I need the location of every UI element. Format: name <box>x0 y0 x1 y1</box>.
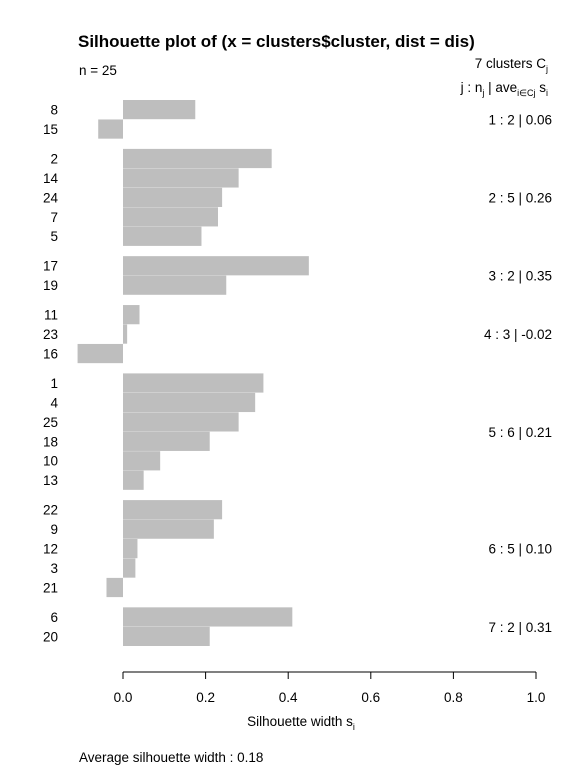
observation-label: 20 <box>43 629 58 644</box>
chart-title: Silhouette plot of (x = clusters$cluster… <box>78 32 475 51</box>
columns-header-ave-sub: i∈Cj <box>517 88 535 98</box>
observation-label: 24 <box>43 190 59 205</box>
observation-label: 15 <box>43 122 58 137</box>
observation-label: 23 <box>43 327 58 342</box>
silhouette-bar <box>98 119 123 138</box>
silhouette-bar <box>123 607 292 626</box>
silhouette-bar <box>123 276 226 295</box>
silhouette-bar <box>123 207 218 226</box>
observation-label: 3 <box>50 561 58 576</box>
observation-label: 25 <box>43 415 58 430</box>
silhouette-bar <box>78 344 123 363</box>
clusters-header-text: 7 clusters C <box>475 56 547 71</box>
silhouette-bar <box>123 432 210 451</box>
silhouette-bar <box>123 451 160 470</box>
columns-header-j: j : n <box>460 80 483 95</box>
cluster-summary: 3 : 2 | 0.35 <box>488 269 552 284</box>
observation-label: 10 <box>43 454 58 469</box>
clusters-header-sub: j <box>545 64 548 74</box>
observation-label: 17 <box>43 259 58 274</box>
cluster-summary: 7 : 2 | 0.31 <box>488 620 552 635</box>
x-axis-label-text: Silhouette width s <box>247 714 353 729</box>
observation-label: 1 <box>50 376 58 391</box>
observation-label: 9 <box>50 522 58 537</box>
silhouette-bar <box>123 168 239 187</box>
cluster-summary: 1 : 2 | 0.06 <box>488 112 552 127</box>
x-tick-label: 0.0 <box>114 690 133 705</box>
observation-label: 18 <box>43 434 58 449</box>
x-axis-label: Silhouette width si <box>247 714 355 732</box>
observation-label: 21 <box>43 580 58 595</box>
x-tick-label: 0.4 <box>279 690 298 705</box>
x-tick-label: 0.6 <box>361 690 380 705</box>
observation-label: 2 <box>50 151 58 166</box>
silhouette-bar <box>123 412 239 431</box>
silhouette-bar <box>123 500 222 519</box>
observation-label: 14 <box>43 171 59 186</box>
x-tick-label: 1.0 <box>527 690 546 705</box>
silhouette-bar <box>123 100 195 119</box>
observation-label: 4 <box>50 395 58 410</box>
columns-header-s-sub: i <box>546 88 548 98</box>
x-tick-label: 0.2 <box>196 690 215 705</box>
observation-label: 6 <box>50 610 58 625</box>
clusters-header: 7 clusters Cj <box>475 56 548 74</box>
silhouette-bar <box>123 393 255 412</box>
silhouette-bar <box>123 373 263 392</box>
silhouette-bar <box>123 325 127 344</box>
observation-label: 7 <box>50 210 58 225</box>
observation-label: 13 <box>43 473 58 488</box>
observation-label: 11 <box>44 308 58 323</box>
silhouette-bar <box>123 256 309 275</box>
silhouette-bar <box>123 471 144 490</box>
x-axis-label-sub: i <box>353 722 355 732</box>
observation-label: 8 <box>50 103 58 118</box>
observation-label: 16 <box>43 346 58 361</box>
columns-header-s: s <box>535 80 546 95</box>
silhouette-bar <box>106 578 123 597</box>
x-tick-label: 0.8 <box>444 690 463 705</box>
silhouette-bar <box>123 305 140 324</box>
observation-label: 22 <box>43 503 58 518</box>
silhouette-bar <box>123 227 201 246</box>
silhouette-bar <box>123 149 272 168</box>
observation-label: 5 <box>50 229 58 244</box>
average-silhouette-text: Average silhouette width : 0.18 <box>79 750 263 765</box>
columns-header: j : nj | avei∈Cj si <box>460 80 548 98</box>
cluster-summary: 2 : 5 | 0.26 <box>488 191 552 206</box>
x-axis: 0.0 0.2 0.4 0.6 0.8 1.0 <box>114 672 546 705</box>
silhouette-bar <box>123 558 135 577</box>
silhouette-bar <box>123 520 214 539</box>
cluster-summary: 6 : 5 | 0.10 <box>488 542 552 557</box>
columns-header-ave: | ave <box>484 80 517 95</box>
observation-label: 19 <box>43 278 58 293</box>
silhouette-bar <box>123 627 210 646</box>
observation-label: 12 <box>43 542 58 557</box>
cluster-summary: 5 : 6 | 0.21 <box>488 425 552 440</box>
n-label: n = 25 <box>79 63 117 78</box>
silhouette-bar <box>123 188 222 207</box>
silhouette-bar <box>123 539 137 558</box>
cluster-summary: 4 : 3 | -0.02 <box>484 327 552 342</box>
